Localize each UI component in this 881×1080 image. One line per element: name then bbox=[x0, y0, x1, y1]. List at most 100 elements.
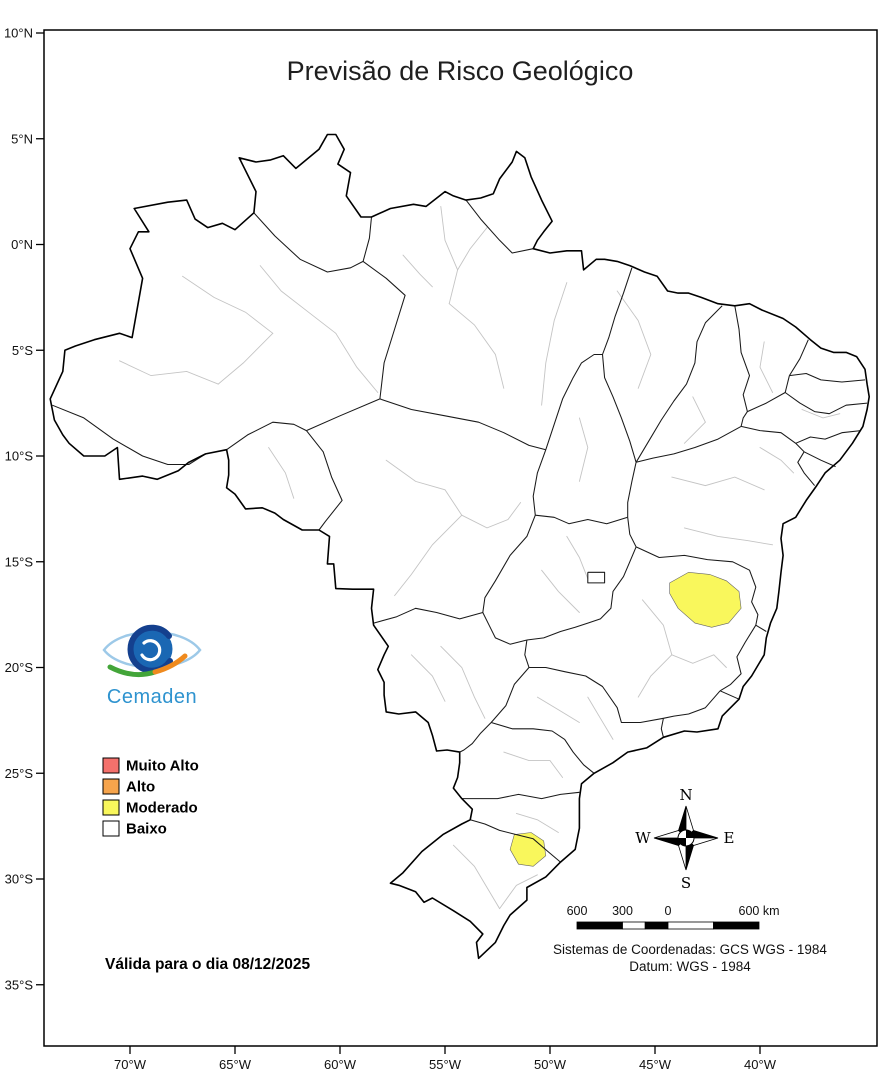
region-border bbox=[671, 654, 727, 668]
lat-label: 5°N bbox=[11, 131, 33, 146]
logo-green-swoosh-icon bbox=[107, 664, 158, 678]
state-border bbox=[627, 517, 637, 548]
state-border bbox=[663, 690, 721, 719]
scalebar-segment bbox=[713, 921, 760, 930]
region-border bbox=[461, 502, 522, 529]
state-border bbox=[635, 546, 759, 626]
state-border bbox=[719, 624, 757, 692]
logo-swirl-icon bbox=[140, 639, 162, 662]
region-border bbox=[587, 696, 614, 740]
region-border bbox=[541, 569, 580, 613]
state-border bbox=[362, 260, 406, 399]
compass-rose-icon: N E S W bbox=[635, 786, 734, 892]
state-border bbox=[797, 451, 816, 486]
state-border bbox=[535, 514, 628, 525]
state-border bbox=[789, 372, 866, 383]
lon-label: 60°W bbox=[324, 1057, 357, 1072]
lat-label: 35°S bbox=[5, 977, 34, 992]
state-border bbox=[470, 819, 561, 863]
state-border bbox=[788, 339, 809, 376]
legend-swatch-3 bbox=[102, 820, 120, 837]
lat-label: 10°S bbox=[5, 449, 34, 464]
state-border bbox=[755, 624, 767, 632]
brazil-landmass bbox=[50, 134, 870, 959]
region-border bbox=[637, 654, 673, 698]
risk-legend: Muito Alto Alto Moderado Baixo bbox=[102, 757, 199, 838]
logo-eye-outline-icon bbox=[102, 630, 202, 669]
state-border bbox=[545, 353, 603, 450]
state-border bbox=[740, 425, 797, 444]
region-border bbox=[616, 290, 652, 389]
state-border bbox=[490, 667, 530, 723]
region-border bbox=[499, 874, 538, 910]
state-border bbox=[532, 449, 547, 516]
region-border bbox=[452, 844, 501, 910]
state-border bbox=[524, 639, 530, 668]
region-border bbox=[503, 751, 564, 778]
state-border bbox=[719, 690, 740, 700]
lon-label: 65°W bbox=[219, 1057, 252, 1072]
cemaden-logo: Cemaden bbox=[102, 624, 202, 708]
scalebar-segment bbox=[667, 921, 714, 930]
scalebar-segment bbox=[576, 921, 623, 930]
region-border bbox=[440, 205, 459, 305]
region-border bbox=[410, 654, 446, 702]
risk-area-leste-de-minas-gerais bbox=[669, 571, 742, 628]
state-border bbox=[784, 392, 868, 415]
state-border bbox=[747, 392, 786, 413]
state-border bbox=[660, 718, 664, 738]
state-border bbox=[795, 442, 836, 468]
scalebar-segment bbox=[622, 921, 646, 930]
region-border bbox=[402, 254, 433, 288]
state-border bbox=[52, 404, 206, 466]
region-border bbox=[268, 447, 295, 499]
logo-wordmark: Cemaden bbox=[107, 686, 197, 708]
lon-label: 55°W bbox=[429, 1057, 462, 1072]
lat-label: 15°S bbox=[5, 554, 34, 569]
state-borders-layer bbox=[52, 199, 868, 863]
state-border bbox=[379, 398, 546, 451]
risk-areas-layer bbox=[509, 571, 742, 867]
state-border bbox=[461, 791, 580, 800]
logo-iris-icon bbox=[131, 628, 173, 670]
legend-swatch-2 bbox=[102, 799, 120, 816]
scalebar-label-3: 600 km bbox=[739, 904, 780, 918]
region-border bbox=[759, 341, 774, 393]
lon-label: 70°W bbox=[114, 1057, 147, 1072]
lat-label: 5°S bbox=[12, 343, 33, 358]
state-border bbox=[635, 305, 723, 463]
state-border bbox=[601, 354, 637, 463]
brazil-outline bbox=[49, 133, 870, 960]
region-borders-layer bbox=[119, 205, 841, 910]
legend-label-2: Moderado bbox=[126, 800, 198, 817]
state-border bbox=[226, 421, 307, 451]
region-border bbox=[457, 227, 488, 271]
state-border bbox=[740, 411, 748, 427]
compass-south-label: S bbox=[681, 874, 691, 892]
region-border bbox=[683, 396, 706, 444]
region-border bbox=[683, 527, 774, 546]
state-border bbox=[529, 666, 664, 724]
lat-label: 0°N bbox=[11, 237, 33, 252]
region-border bbox=[182, 275, 274, 334]
compass-north-label: N bbox=[679, 786, 692, 804]
lat-label: 25°S bbox=[5, 766, 34, 781]
state-border bbox=[306, 398, 381, 432]
lat-label: 10°N bbox=[4, 26, 33, 41]
scalebar-label-1: 300 bbox=[612, 904, 633, 918]
region-border bbox=[119, 360, 219, 385]
lat-label: 20°S bbox=[5, 660, 34, 675]
compass-west-label: W bbox=[635, 829, 651, 847]
region-border bbox=[217, 332, 274, 385]
lat-label: 30°S bbox=[5, 872, 34, 887]
state-border bbox=[459, 722, 492, 753]
state-border bbox=[635, 425, 742, 463]
state-border bbox=[602, 267, 633, 355]
state-border bbox=[734, 305, 751, 412]
region-border bbox=[385, 459, 463, 516]
lon-label: 50°W bbox=[534, 1057, 567, 1072]
region-border bbox=[578, 417, 589, 482]
region-border bbox=[440, 645, 486, 719]
region-border bbox=[448, 303, 505, 389]
